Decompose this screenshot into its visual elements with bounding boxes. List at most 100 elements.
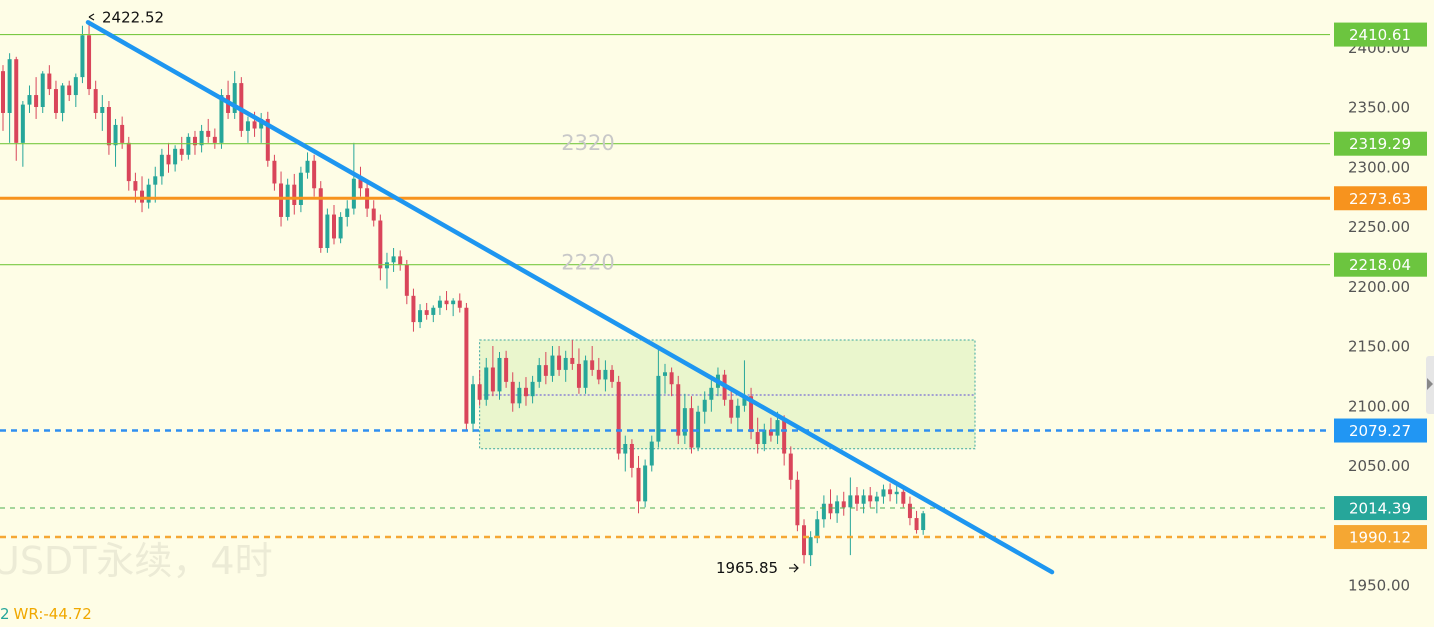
- candle-body: [20, 104, 25, 143]
- candle-body: [437, 300, 442, 308]
- candle-body: [232, 83, 237, 113]
- candle-body: [398, 256, 403, 265]
- candle-body: [305, 160, 310, 173]
- candle-body: [106, 107, 111, 146]
- candle-body: [47, 73, 52, 90]
- scroll-right-handle[interactable]: [1426, 356, 1434, 414]
- arrow-left-icon: [88, 13, 95, 21]
- candle-body: [199, 130, 204, 146]
- price-tag: 2273.63: [1349, 190, 1411, 208]
- candle-body: [140, 190, 145, 203]
- candle-body: [471, 384, 476, 424]
- candle-body: [100, 107, 105, 113]
- level-label: 2220: [561, 250, 614, 274]
- candle-body: [788, 453, 793, 480]
- y-tick-label: 2150.00: [1348, 338, 1410, 356]
- price-tag: 2319.29: [1349, 135, 1411, 153]
- candle-body: [861, 495, 866, 504]
- candle-body: [735, 405, 740, 418]
- candle-body: [318, 188, 323, 249]
- candle-body: [901, 491, 906, 504]
- candle-body: [292, 184, 297, 205]
- candle-body: [444, 300, 449, 305]
- candle-body: [338, 216, 343, 239]
- candle-body: [874, 496, 879, 502]
- candle-body: [808, 537, 813, 556]
- candle-body: [821, 503, 826, 520]
- candle-body: [272, 160, 277, 184]
- candle-body: [252, 121, 257, 129]
- candle-body: [649, 441, 654, 466]
- candle-body: [186, 136, 191, 155]
- candle-body: [596, 369, 601, 380]
- candle-body: [530, 381, 535, 397]
- candle-body: [80, 35, 85, 78]
- y-tick-label: 2350.00: [1348, 99, 1410, 117]
- candle-body: [497, 357, 502, 392]
- candle-body: [868, 495, 873, 502]
- candle-body: [477, 384, 482, 400]
- candle-body: [669, 372, 674, 385]
- candle-body: [146, 184, 151, 203]
- candle-body: [93, 89, 98, 113]
- candle-body: [312, 160, 317, 189]
- symbol-watermark: USDT永续，4时: [0, 539, 273, 583]
- price-tag: 2014.39: [1349, 500, 1411, 518]
- candle-body: [378, 220, 383, 269]
- candle-body: [245, 121, 250, 131]
- candle-body: [27, 95, 32, 105]
- candle-body: [7, 59, 12, 113]
- candle-body: [676, 384, 681, 436]
- candle-body: [543, 365, 548, 376]
- candle-body: [762, 429, 767, 444]
- price-tag: 2079.27: [1349, 422, 1411, 440]
- candle-body: [504, 357, 509, 382]
- candle-body: [563, 357, 568, 370]
- candle-body: [464, 307, 469, 424]
- y-tick-label: 2300.00: [1348, 158, 1410, 176]
- candle-body: [153, 176, 158, 185]
- candle-body: [219, 95, 224, 143]
- wr-prefix: 2: [0, 605, 10, 623]
- candle-body: [166, 154, 171, 165]
- price-tag: 1990.12: [1349, 529, 1411, 547]
- candle-body: [451, 300, 456, 305]
- candle-body: [629, 443, 634, 468]
- candle-body: [87, 35, 92, 90]
- candle-body: [590, 360, 595, 370]
- candle-body: [768, 429, 773, 436]
- price-tag: 2218.04: [1349, 256, 1411, 274]
- candle-body: [510, 381, 515, 404]
- candle-body: [212, 136, 217, 143]
- price-tag-bg: [1334, 525, 1427, 550]
- candle-body: [159, 154, 164, 177]
- candle-body: [921, 513, 926, 531]
- candle-body: [298, 172, 303, 205]
- y-tick-label: 1950.00: [1348, 577, 1410, 595]
- candle-body: [424, 310, 429, 315]
- candle-body: [490, 367, 495, 392]
- price-tag-bg: [1334, 22, 1427, 47]
- candle-body: [689, 408, 694, 448]
- candle-body: [537, 365, 542, 382]
- candle-body: [113, 124, 118, 146]
- candle-body: [603, 369, 608, 380]
- candle-body: [431, 307, 436, 315]
- candle-body: [484, 367, 489, 400]
- candle-body: [67, 85, 72, 96]
- candle-body: [384, 262, 389, 269]
- candle-body: [702, 399, 707, 412]
- candle-body: [815, 519, 820, 538]
- candle-body: [285, 184, 290, 217]
- candle-body: [907, 503, 912, 519]
- candle-body: [517, 387, 522, 404]
- candle-body: [802, 525, 807, 556]
- candle-body: [841, 501, 846, 508]
- trendline[interactable]: [85, 20, 1055, 575]
- candle-body: [133, 181, 138, 191]
- wr-indicator: 2 WR:-44.72: [0, 605, 92, 623]
- price-tag-bg: [1334, 496, 1427, 521]
- candle-body: [239, 83, 244, 131]
- candle-body: [411, 295, 416, 323]
